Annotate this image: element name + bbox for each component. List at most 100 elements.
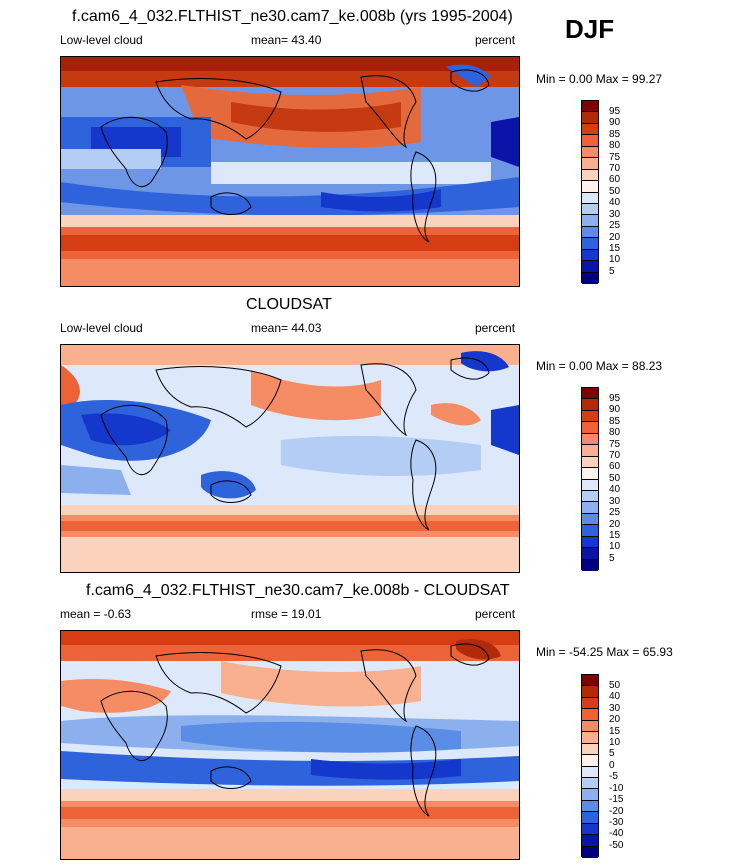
panel-1-left-label: Low-level cloud — [60, 33, 143, 47]
colorbar-tick-label: -20 — [609, 806, 624, 817]
colorbar-tick-label: 20 — [609, 519, 621, 530]
colorbar-tick-label: 75 — [609, 439, 621, 450]
colorbar-swatch — [582, 215, 598, 227]
colorbar-tick-label: 20 — [609, 714, 621, 725]
panel-3-rmse: rmse = 19.01 — [251, 607, 322, 621]
colorbar-tick-label: 80 — [609, 140, 621, 151]
colorbar-swatch — [582, 135, 598, 147]
colorbar-swatch — [582, 123, 598, 136]
colorbar-tick-label: 15 — [609, 243, 621, 254]
colorbar-tick-label: 95 — [609, 106, 621, 117]
panel-2-units: percent — [475, 321, 516, 335]
panel-2-title: CLOUDSAT — [246, 296, 332, 313]
colorbar-swatch — [582, 697, 598, 710]
colorbar-tick-label: 40 — [609, 484, 621, 495]
colorbar-swatch — [582, 823, 598, 836]
panel-2-mean: mean= 44.03 — [251, 321, 322, 335]
colorbar-swatch — [582, 203, 598, 216]
colorbar-swatch — [582, 720, 598, 733]
colorbar-tick-label: 80 — [609, 427, 621, 438]
panel-1-colorbar — [581, 100, 599, 284]
panel-2-field — [61, 345, 519, 572]
colorbar-swatch — [582, 226, 598, 239]
colorbar-swatch — [582, 536, 598, 549]
colorbar-tick-label: 10 — [609, 541, 621, 552]
colorbar-swatch — [582, 743, 598, 756]
colorbar-tick-label: 40 — [609, 691, 621, 702]
colorbar-tick-label: -50 — [609, 840, 624, 851]
colorbar-swatch — [582, 548, 598, 560]
colorbar-tick-label: 0 — [609, 760, 615, 771]
colorbar-swatch — [582, 181, 598, 193]
colorbar-swatch — [582, 422, 598, 434]
colorbar-swatch — [582, 766, 598, 778]
panel-3-map — [60, 630, 520, 860]
colorbar-swatch — [582, 525, 598, 537]
colorbar-tick-label: 5 — [609, 748, 615, 759]
colorbar-swatch — [582, 192, 598, 204]
panel-3-title: f.cam6_4_032.FLTHIST_ne30.cam7_ke.008b -… — [86, 582, 510, 599]
colorbar-swatch — [582, 789, 598, 801]
panel-1-field — [61, 57, 519, 286]
colorbar-swatch — [582, 835, 598, 847]
panel-3-field — [61, 631, 519, 859]
colorbar-swatch — [582, 410, 598, 423]
colorbar-swatch — [582, 812, 598, 824]
panel-1-title: f.cam6_4_032.FLTHIST_ne30.cam7_ke.008b (… — [72, 8, 513, 25]
colorbar-swatch — [582, 468, 598, 480]
colorbar-tick-label: 10 — [609, 254, 621, 265]
colorbar-tick-label: 30 — [609, 496, 621, 507]
colorbar-tick-label: 30 — [609, 209, 621, 220]
colorbar-tick-label: 90 — [609, 117, 621, 128]
colorbar-tick-label: 85 — [609, 129, 621, 140]
panel-2-minmax: Min = 0.00 Max = 88.23 — [536, 359, 663, 373]
colorbar-tick-label: -10 — [609, 783, 624, 794]
colorbar-swatch — [582, 709, 598, 721]
colorbar-tick-label: 70 — [609, 163, 621, 174]
colorbar-tick-label: -15 — [609, 794, 624, 805]
colorbar-tick-label: -40 — [609, 828, 624, 839]
colorbar-swatch — [582, 513, 598, 526]
colorbar-swatch — [582, 732, 598, 744]
colorbar-swatch — [582, 675, 598, 687]
colorbar-tick-label: 5 — [609, 553, 615, 564]
colorbar-swatch — [582, 800, 598, 813]
colorbar-swatch — [582, 846, 598, 858]
colorbar-swatch — [582, 456, 598, 469]
panel-3-colorbar — [581, 674, 599, 858]
colorbar-swatch — [582, 261, 598, 273]
colorbar-tick-label: 95 — [609, 393, 621, 404]
colorbar-swatch — [582, 755, 598, 767]
panel-1-mean: mean= 43.40 — [251, 33, 322, 47]
colorbar-tick-label: 50 — [609, 186, 621, 197]
colorbar-swatch — [582, 272, 598, 284]
colorbar-tick-label: 85 — [609, 416, 621, 427]
colorbar-swatch — [582, 169, 598, 182]
colorbar-tick-label: 50 — [609, 680, 621, 691]
colorbar-tick-label: 90 — [609, 404, 621, 415]
colorbar-tick-label: 5 — [609, 266, 615, 277]
colorbar-tick-label: -30 — [609, 817, 624, 828]
colorbar-tick-label: 50 — [609, 473, 621, 484]
panel-1-minmax: Min = 0.00 Max = 99.27 — [536, 72, 663, 86]
panel-3-minmax: Min = -54.25 Max = 65.93 — [536, 645, 673, 659]
colorbar-swatch — [582, 502, 598, 514]
colorbar-tick-label: 70 — [609, 450, 621, 461]
colorbar-swatch — [582, 445, 598, 457]
panel-2-map — [60, 344, 520, 573]
colorbar-swatch — [582, 101, 598, 113]
colorbar-tick-label: 75 — [609, 152, 621, 163]
colorbar-swatch — [582, 559, 598, 571]
colorbar-swatch — [582, 686, 598, 698]
colorbar-tick-label: 40 — [609, 197, 621, 208]
colorbar-swatch — [582, 399, 598, 411]
colorbar-tick-label: 10 — [609, 737, 621, 748]
panel-1-map — [60, 56, 520, 287]
colorbar-swatch — [582, 777, 598, 790]
colorbar-swatch — [582, 249, 598, 262]
colorbar-swatch — [582, 490, 598, 503]
colorbar-tick-label: 25 — [609, 220, 621, 231]
colorbar-swatch — [582, 433, 598, 446]
colorbar-tick-label: 20 — [609, 232, 621, 243]
panel-1-units: percent — [475, 33, 516, 47]
